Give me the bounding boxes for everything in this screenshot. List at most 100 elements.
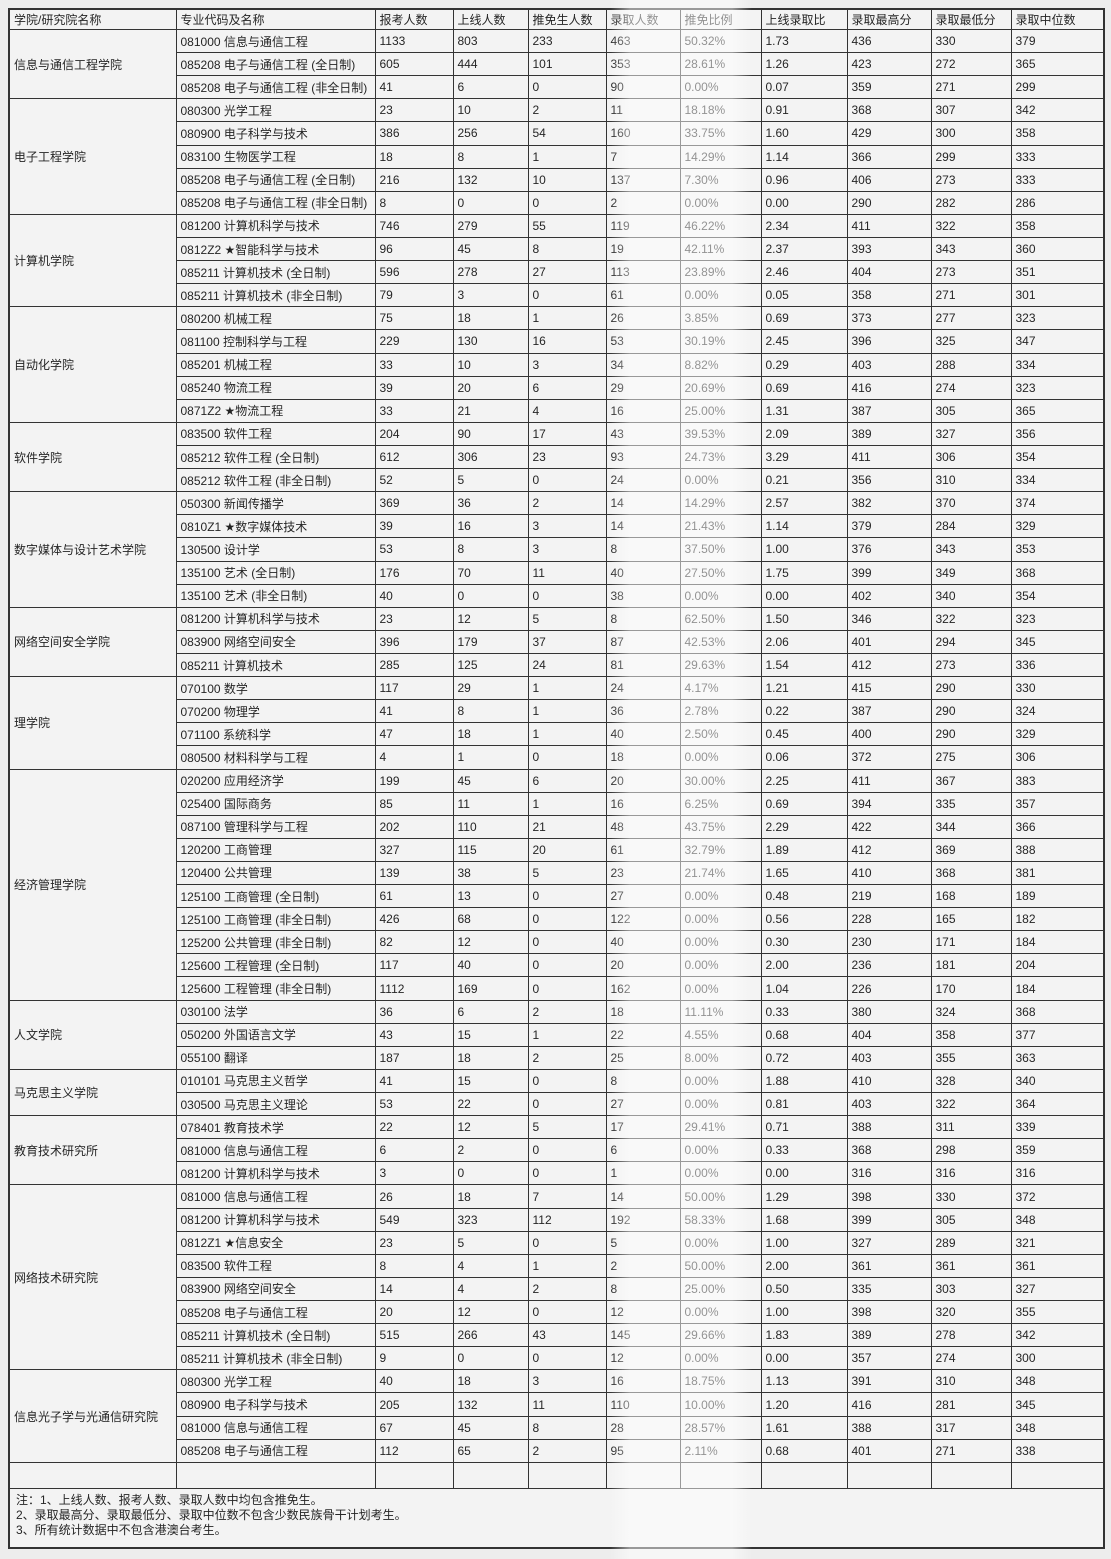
- stat-cell: 0.69: [760, 306, 848, 331]
- table-row: 085208 电子与通信工程 112 65 2 95 2.11% 0.68 401 271 338: [9, 1438, 1105, 1464]
- column-header: 学院/研究院名称: [8, 8, 177, 30]
- stat-cell: 256: [452, 121, 529, 146]
- major-cell: 085211 计算机技术 (非全日制): [175, 1346, 376, 1371]
- stat-cell: 284: [930, 514, 1012, 539]
- stat-cell: 612: [374, 444, 454, 470]
- stat-cell: 404: [846, 1022, 932, 1047]
- stat-cell: 294: [930, 629, 1012, 654]
- stat-cell: 348: [1010, 1207, 1105, 1232]
- stat-cell: 25.00%: [679, 1276, 762, 1302]
- stat-cell: 139: [374, 860, 454, 886]
- stat-cell: 1.00: [760, 1230, 848, 1255]
- stat-cell: 7: [605, 144, 681, 169]
- stat-cell: 290: [930, 722, 1012, 747]
- stat-cell: 3: [374, 1161, 454, 1186]
- stat-cell: 17: [605, 1115, 681, 1140]
- stat-cell: 18: [452, 1184, 529, 1209]
- major-cell: 120200 工商管理: [175, 837, 376, 862]
- stat-cell: 41: [374, 1068, 454, 1094]
- stat-cell: 96: [374, 236, 454, 262]
- stat-cell: 0.00%: [679, 1300, 762, 1325]
- stat-cell: 329: [1010, 514, 1105, 539]
- stat-cell: 7: [527, 1184, 607, 1209]
- stat-cell: 2.00: [760, 953, 848, 978]
- table-row: 055100 翻译 187 18 2 25 8.00% 0.72 403 355 363: [9, 1045, 1105, 1070]
- stat-cell: 3: [452, 283, 529, 308]
- stat-cell: 0.45: [760, 722, 848, 747]
- major-cell: 071100 系统科学: [175, 722, 376, 747]
- stat-cell: 6.25%: [679, 791, 762, 816]
- stat-cell: 275: [930, 745, 1012, 770]
- stat-cell: 0: [527, 1092, 607, 1117]
- stat-cell: 436: [846, 28, 932, 54]
- stat-cell: 81: [605, 652, 681, 678]
- stat-cell: 310: [930, 468, 1012, 493]
- stat-cell: 372: [846, 745, 932, 770]
- stat-cell: 18: [452, 1369, 529, 1394]
- stat-cell: 0: [527, 1300, 607, 1325]
- stat-cell: 391: [846, 1369, 932, 1394]
- table-header: 学院/研究院名称 专业代码及名称 报考人数 上线人数 推免生人数 录取人数 推免比例 上线录取…: [8, 8, 1105, 30]
- stat-cell: 0.71: [760, 1115, 848, 1140]
- stat-cell: 182: [1010, 907, 1105, 932]
- stat-cell: 27: [605, 884, 681, 909]
- stat-cell: 160: [605, 121, 681, 146]
- table-row: 理学院 070100 数学 117 29 1 24 4.17% 1.21 415 290 330: [8, 676, 1105, 770]
- stat-cell: 393: [846, 236, 932, 262]
- stat-cell: 27: [605, 1092, 681, 1117]
- stat-cell: 23: [605, 860, 681, 886]
- stat-cell: 370: [930, 491, 1012, 516]
- stat-cell: 42.53%: [679, 629, 762, 654]
- stat-cell: 18.18%: [679, 98, 762, 123]
- college-cell: 人文学院: [8, 999, 177, 1070]
- stat-cell: 29: [452, 676, 529, 701]
- stat-cell: 43: [374, 1022, 454, 1047]
- stat-cell: 53: [374, 537, 454, 562]
- stat-cell: 379: [1010, 28, 1105, 54]
- stat-cell: 288: [930, 352, 1012, 377]
- table-row: 人文学院 030100 法学 36 6 2 18 11.11% 0.33 380 324 368: [8, 999, 1105, 1070]
- stat-cell: 416: [846, 1392, 932, 1417]
- stat-cell: 316: [846, 1161, 932, 1186]
- stat-cell: 0.00%: [679, 1092, 762, 1117]
- college-cell: 网络空间安全学院: [8, 606, 177, 678]
- college-cell: 理学院: [8, 676, 177, 770]
- major-cell: 0812Z1 ★信息安全: [175, 1230, 376, 1255]
- stat-cell: 1.89: [760, 837, 848, 862]
- stat-cell: 345: [1010, 629, 1105, 654]
- major-cell: 080300 光学工程: [175, 98, 376, 123]
- stat-cell: 1133: [374, 28, 454, 54]
- stat-cell: 411: [846, 768, 932, 793]
- stat-cell: 2: [527, 1438, 607, 1464]
- stat-cell: 236: [846, 953, 932, 978]
- table-row: 软件学院 083500 软件工程 204 90 17 43 39.53% 2.09 389 327…: [8, 421, 1105, 493]
- stat-cell: 36: [605, 699, 681, 724]
- stat-cell: 184: [1010, 976, 1105, 1001]
- table-row: 信息与通信工程学院 081000 信息与通信工程 1133 803 233 463 50.3…: [8, 28, 1105, 100]
- stat-cell: 0: [527, 1161, 607, 1186]
- stat-cell: 354: [1010, 583, 1105, 608]
- stat-cell: 2: [527, 491, 607, 516]
- stat-cell: 16: [452, 514, 529, 539]
- stat-cell: 343: [930, 537, 1012, 562]
- stat-cell: 13: [452, 884, 529, 909]
- stat-cell: 47: [374, 722, 454, 747]
- stat-cell: 2.00: [760, 1253, 848, 1278]
- major-cell: 125600 工程管理 (非全日制): [175, 976, 376, 1001]
- stat-cell: 340: [1010, 1068, 1105, 1094]
- stat-cell: 329: [1010, 722, 1105, 747]
- stat-cell: 363: [1010, 1045, 1105, 1070]
- stat-cell: 0: [527, 745, 607, 770]
- stat-cell: 4.55%: [679, 1022, 762, 1047]
- stat-cell: 305: [930, 398, 1012, 423]
- stat-cell: 1.75: [760, 560, 848, 585]
- stat-cell: 399: [846, 1207, 932, 1232]
- stat-cell: 330: [1010, 676, 1105, 701]
- stat-cell: 289: [930, 1230, 1012, 1255]
- stat-cell: 285: [374, 652, 454, 678]
- stat-cell: 273: [930, 167, 1012, 192]
- stat-cell: 272: [930, 52, 1012, 77]
- stat-cell: 3: [527, 514, 607, 539]
- stat-cell: 41: [374, 699, 454, 724]
- stat-cell: 368: [846, 98, 932, 123]
